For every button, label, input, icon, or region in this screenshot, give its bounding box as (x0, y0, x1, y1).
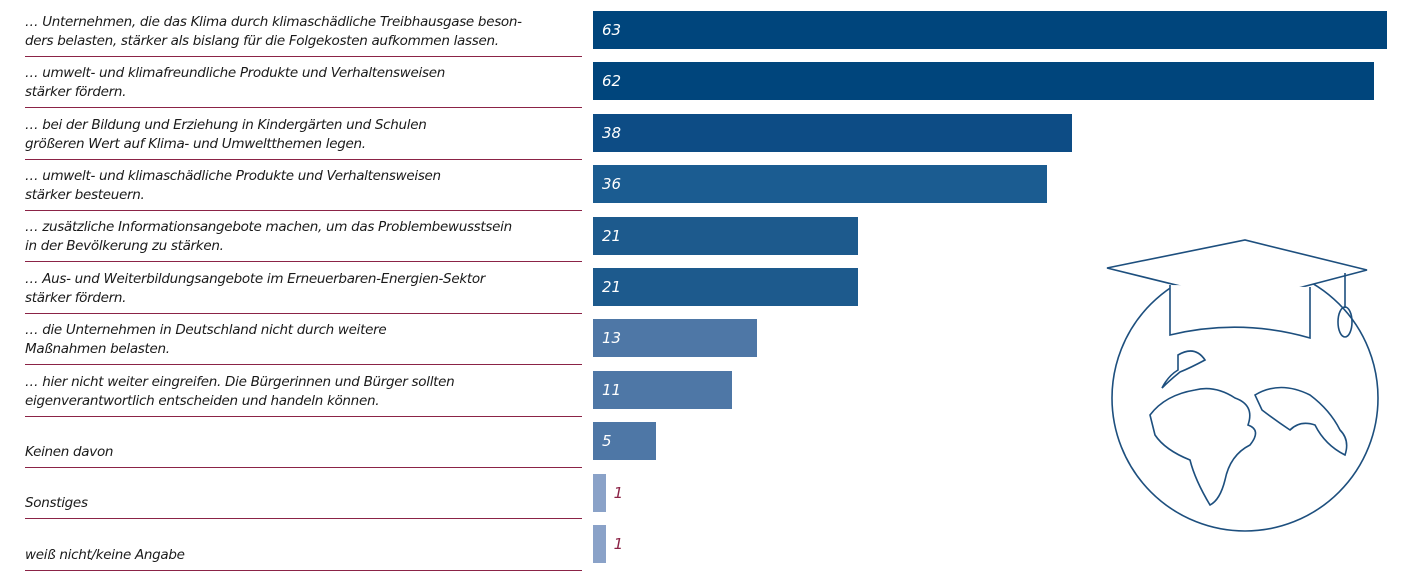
bar (593, 62, 1375, 101)
bar (593, 525, 606, 563)
bar (593, 113, 1072, 152)
category-label: … Unternehmen, die das Klima durch klima… (25, 6, 582, 57)
category-label: … umwelt- und klimafreundliche Produkte … (25, 57, 582, 109)
value-label: 38 (602, 123, 622, 142)
value-label: 62 (602, 72, 622, 91)
value-label: 11 (602, 380, 622, 399)
category-label: weiß nicht/keine Angabe (25, 520, 582, 571)
bar (593, 268, 858, 306)
bar (593, 165, 1047, 204)
bar (593, 370, 732, 409)
category-label: … hier nicht weiter eingreifen. Die Bürg… (25, 366, 582, 417)
value-label: 5 (602, 432, 612, 451)
bar (593, 216, 858, 255)
bar (593, 422, 657, 461)
value-label: 36 (602, 175, 622, 194)
category-label: … umwelt- und klimaschädliche Produkte u… (25, 160, 582, 212)
value-label: 63 (602, 21, 622, 39)
category-label: Sonstiges (25, 469, 582, 520)
bar (593, 11, 1387, 49)
bar (593, 319, 757, 358)
category-label: … bei der Bildung und Erziehung in Kinde… (25, 109, 582, 160)
value-label: 21 (602, 226, 622, 245)
value-label: 1 (613, 483, 624, 502)
value-label: 1 (613, 535, 624, 553)
category-label: Keinen davon (25, 417, 582, 469)
category-label: … zusätzliche Informationsangebote mache… (25, 212, 582, 263)
category-label: … Aus- und Weiterbildungsangebote im Ern… (25, 263, 582, 314)
value-label: 13 (602, 329, 622, 348)
bar (593, 473, 606, 512)
category-label: … die Unternehmen in Deutschland nicht d… (25, 314, 582, 366)
value-label: 21 (602, 278, 622, 296)
